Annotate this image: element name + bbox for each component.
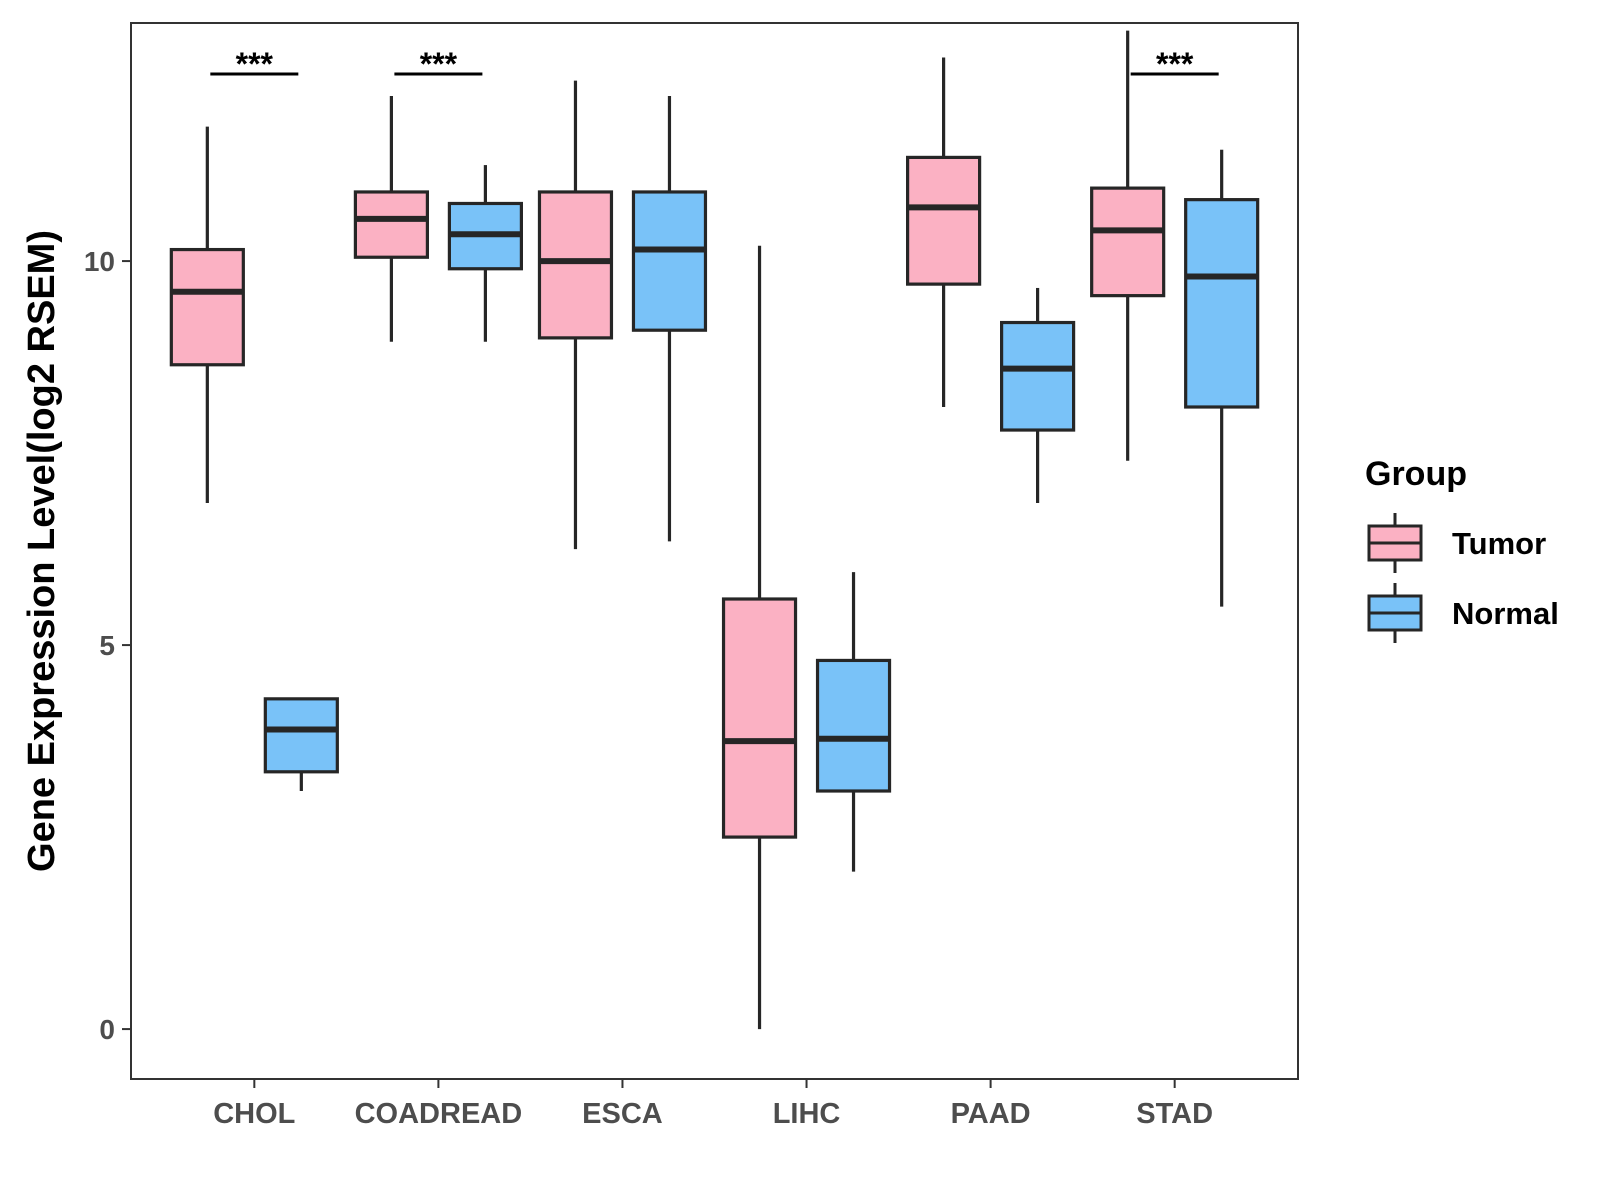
box-body	[631, 190, 708, 332]
box-body	[537, 190, 614, 340]
box-body	[906, 155, 982, 286]
significance-label: ***	[420, 46, 458, 82]
x-tick-label: STAD	[1136, 1098, 1213, 1130]
significance-coadread: ***	[394, 46, 483, 82]
box-tumor-coadread	[353, 95, 429, 342]
y-axis-title: Gene Expression Level(log2 RSEM)	[21, 230, 63, 872]
significance-stad: ***	[1130, 46, 1219, 82]
x-tick-label: ESCA	[582, 1098, 663, 1130]
box-tumor-chol	[169, 126, 245, 503]
box-tumor-stad	[1090, 30, 1166, 461]
legend-title: Group	[1365, 455, 1467, 493]
series-normal	[263, 95, 1260, 872]
box-body	[353, 190, 429, 259]
box-normal-chol	[263, 697, 339, 791]
box-tumor-esca	[537, 80, 614, 550]
box-body	[1000, 320, 1076, 432]
box-normal-paad	[1000, 287, 1076, 503]
significance-label: ***	[236, 46, 274, 82]
x-tick-label: PAAD	[951, 1098, 1031, 1130]
series-tumor	[169, 30, 1166, 1030]
y-tick-label: 5	[99, 630, 115, 661]
legend-label-normal: Normal	[1452, 596, 1559, 631]
legend-item-normal: Normal	[1367, 583, 1559, 643]
y-axis: 0 5 10	[84, 246, 131, 1045]
box-body	[169, 247, 245, 367]
panel-border	[130, 22, 1299, 1080]
box-body	[721, 597, 798, 839]
box-tumor-paad	[906, 57, 982, 407]
box-body	[1184, 198, 1260, 409]
legend: Group Tumor Normal	[1365, 455, 1559, 643]
x-axis: CHOL COADREAD ESCA LIHC PAAD STAD	[213, 1079, 1213, 1130]
box-normal-stad	[1184, 149, 1260, 607]
legend-item-tumor: Tumor	[1367, 513, 1546, 573]
y-tick-label: 0	[99, 1014, 115, 1045]
box-body	[815, 658, 892, 793]
significance-label: ***	[1156, 46, 1194, 82]
box-normal-esca	[631, 95, 708, 542]
box-body	[1090, 186, 1166, 298]
x-tick-label: LIHC	[773, 1098, 841, 1130]
y-tick-label: 10	[84, 246, 115, 277]
box-tumor-lihc	[721, 245, 798, 1030]
box-body	[263, 697, 339, 774]
legend-label-tumor: Tumor	[1452, 526, 1546, 561]
box-normal-lihc	[815, 572, 892, 872]
significance-chol: ***	[210, 46, 299, 82]
x-tick-label: COADREAD	[355, 1098, 523, 1130]
plot-marks: *** *** ***	[169, 30, 1260, 1030]
x-tick-label: CHOL	[213, 1098, 295, 1130]
box-normal-coadread	[447, 165, 523, 342]
